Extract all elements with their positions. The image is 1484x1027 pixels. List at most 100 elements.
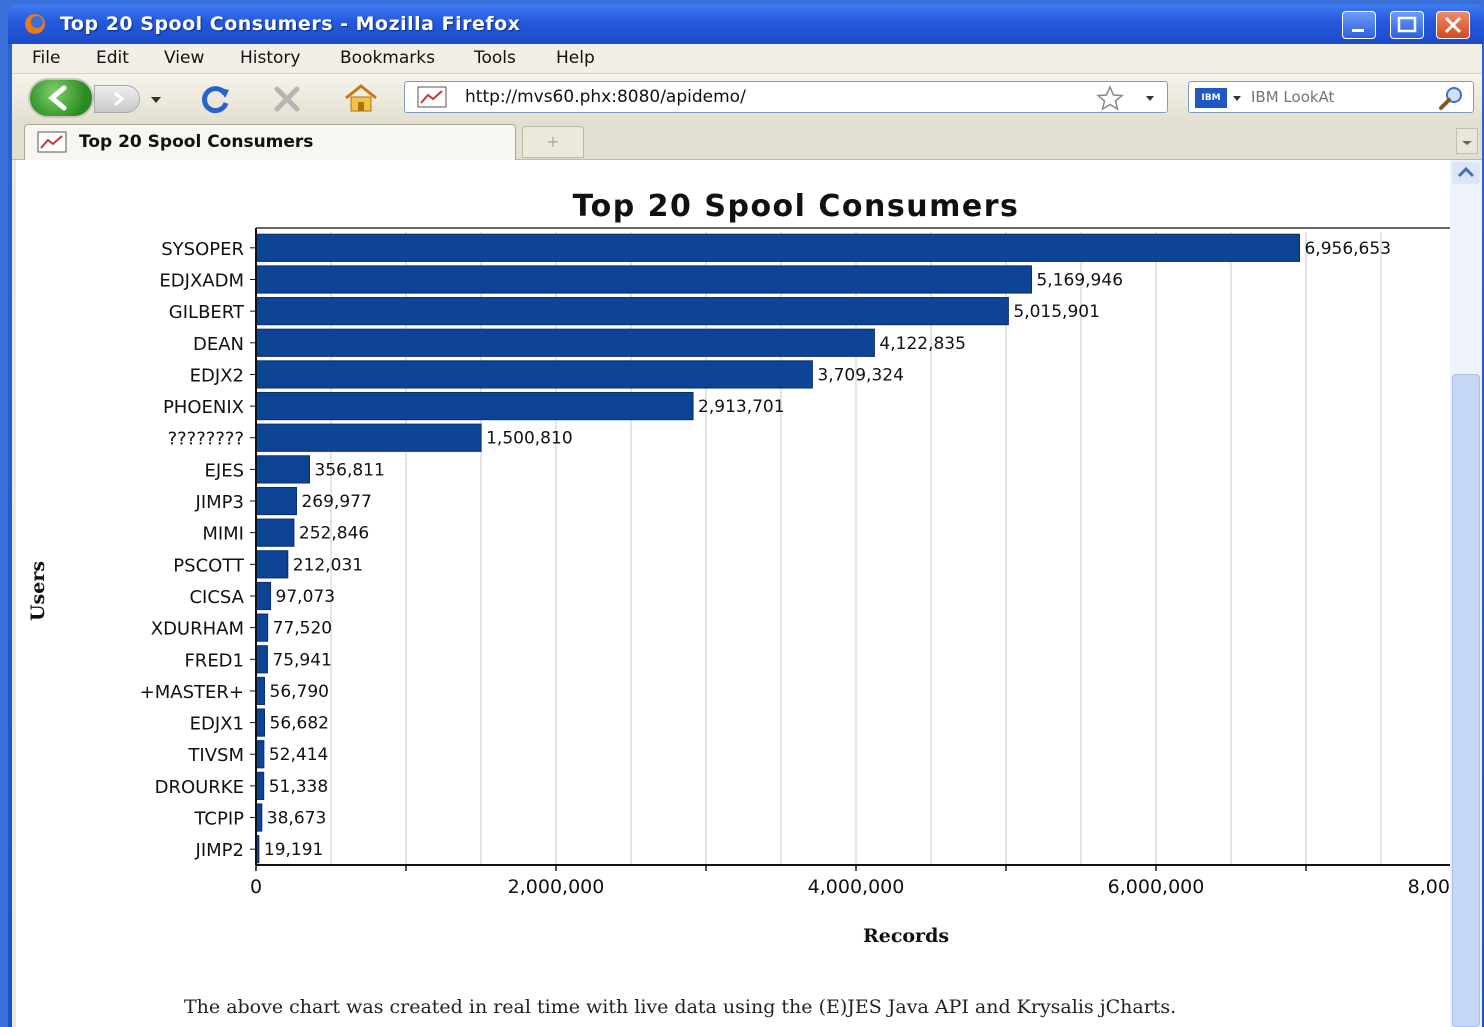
- category-label: PHOENIX: [163, 397, 244, 418]
- value-label: 212,031: [293, 555, 363, 575]
- x-tick-label: 6,000,000: [1108, 876, 1205, 898]
- close-icon: [1444, 16, 1462, 34]
- plus-icon: +: [546, 132, 560, 151]
- bar-14: [255, 676, 266, 706]
- value-label: 5,169,946: [1036, 270, 1123, 290]
- bookmark-star-icon[interactable]: [1095, 85, 1125, 111]
- category-label: FRED1: [184, 650, 244, 671]
- address-bar[interactable]: http://mvs60.phx:8080/apidemo/: [404, 81, 1168, 113]
- home-icon[interactable]: [342, 82, 380, 114]
- category-label: EJES: [205, 460, 244, 481]
- tab-top-20-spool-consumers[interactable]: Top 20 Spool Consumers: [24, 124, 516, 160]
- forward-button[interactable]: [94, 85, 140, 113]
- value-label: 38,673: [267, 809, 326, 829]
- magnifier-icon[interactable]: [1435, 85, 1467, 111]
- value-label: 19,191: [264, 840, 323, 860]
- tab-bar: Top 20 Spool Consumers +: [12, 122, 1482, 160]
- search-input[interactable]: [1251, 85, 1431, 109]
- chart-bars: [255, 233, 1300, 864]
- url-text: http://mvs60.phx:8080/apidemo/: [465, 87, 746, 107]
- bar-5: [255, 391, 694, 421]
- menu-tools[interactable]: Tools: [474, 48, 516, 68]
- minimize-icon: [1352, 29, 1364, 32]
- minimize-button[interactable]: [1342, 11, 1376, 39]
- value-label: 97,073: [276, 587, 335, 607]
- browser-window: Top 20 Spool Consumers - Mozilla Firefox…: [8, 4, 1484, 1027]
- value-label: 6,956,653: [1304, 239, 1391, 259]
- menu-file[interactable]: File: [32, 48, 61, 68]
- value-label: 4,122,835: [879, 334, 966, 354]
- value-label: 51,338: [269, 777, 328, 797]
- title-bar[interactable]: Top 20 Spool Consumers - Mozilla Firefox: [8, 4, 1484, 44]
- value-label: 356,811: [315, 460, 385, 480]
- bar-11: [255, 581, 272, 611]
- vertical-scrollbar[interactable]: [1450, 160, 1482, 1027]
- value-label: 77,520: [273, 619, 332, 639]
- category-label: TIVSM: [187, 745, 244, 766]
- tab-label: Top 20 Spool Consumers: [79, 132, 314, 152]
- x-tick-label: 4,000,000: [808, 876, 905, 898]
- page-content: Top 20 Spool Consumers SYSOPER EDJXADM GIL…: [16, 160, 1450, 1027]
- menu-edit[interactable]: Edit: [96, 48, 129, 68]
- back-arrow-icon: [48, 85, 67, 111]
- tab-list-button[interactable]: [1456, 128, 1478, 154]
- bar-8: [255, 486, 297, 516]
- category-label: TCPIP: [193, 809, 244, 830]
- bar-12: [255, 613, 269, 642]
- category-label: +MASTER+: [140, 682, 244, 703]
- value-label: 252,846: [299, 524, 369, 544]
- url-history-dropdown-icon[interactable]: [1143, 91, 1157, 105]
- x-axis-label: Records: [863, 925, 949, 947]
- menu-help[interactable]: Help: [556, 48, 595, 68]
- category-label: CICSA: [189, 587, 244, 608]
- scrollbar-thumb[interactable]: [1452, 374, 1480, 1027]
- category-label: ????????: [168, 429, 244, 450]
- chart-value-labels: 6,956,653 5,169,946 5,015,901 4,122,835 3,70…: [264, 239, 1391, 860]
- value-label: 1,500,810: [486, 429, 573, 449]
- bar-10: [255, 550, 289, 579]
- bar-13: [255, 645, 268, 674]
- bar-15: [255, 708, 266, 737]
- category-label: JIMP2: [195, 840, 244, 861]
- site-favicon-icon: [417, 86, 447, 108]
- history-dropdown-icon[interactable]: [146, 90, 166, 108]
- value-label: 52,414: [269, 745, 328, 765]
- search-bar: IBM: [1188, 81, 1474, 113]
- category-label: EDJX2: [190, 365, 244, 386]
- y-axis-label: Users: [27, 561, 49, 621]
- value-label: 2,913,701: [698, 397, 785, 417]
- back-button[interactable]: [28, 78, 94, 118]
- navigation-toolbar: http://mvs60.phx:8080/apidemo/ IBM: [12, 74, 1482, 122]
- new-tab-button[interactable]: +: [522, 126, 584, 158]
- bar-3: [255, 328, 875, 357]
- category-label: MIMI: [202, 524, 244, 545]
- category-label: XDURHAM: [151, 619, 244, 640]
- value-label: 56,682: [270, 714, 329, 734]
- maximize-button[interactable]: [1390, 11, 1424, 39]
- category-label: GILBERT: [169, 302, 245, 323]
- firefox-icon: [25, 14, 45, 34]
- close-button[interactable]: [1436, 11, 1470, 39]
- scroll-up-button[interactable]: [1452, 162, 1480, 184]
- menu-bookmarks[interactable]: Bookmarks: [340, 48, 435, 68]
- search-engine-icon[interactable]: IBM: [1195, 88, 1227, 108]
- menu-view[interactable]: View: [164, 48, 205, 68]
- stop-icon[interactable]: [270, 84, 304, 114]
- forward-arrow-icon: [114, 91, 125, 107]
- chart-category-labels: SYSOPER EDJXADM GILBERT DEAN EDJX2 PHOENIX???…: [140, 239, 256, 861]
- reload-icon[interactable]: [198, 84, 232, 114]
- value-label: 56,790: [270, 682, 329, 702]
- bar-9: [255, 518, 295, 547]
- bar-4: [255, 360, 813, 389]
- search-engine-dropdown-icon[interactable]: [1231, 92, 1243, 104]
- chart-grid: [330, 232, 1382, 865]
- window-title: Top 20 Spool Consumers - Mozilla Firefox: [60, 13, 521, 35]
- menu-history[interactable]: History: [240, 48, 301, 68]
- category-label: DEAN: [193, 334, 244, 355]
- bar-7: [255, 455, 311, 484]
- tab-favicon-icon: [37, 131, 67, 153]
- bar-2: [255, 297, 1009, 326]
- value-label: 5,015,901: [1013, 302, 1100, 322]
- category-label: EDJX1: [190, 714, 244, 735]
- x-tick-label: 0: [250, 876, 262, 898]
